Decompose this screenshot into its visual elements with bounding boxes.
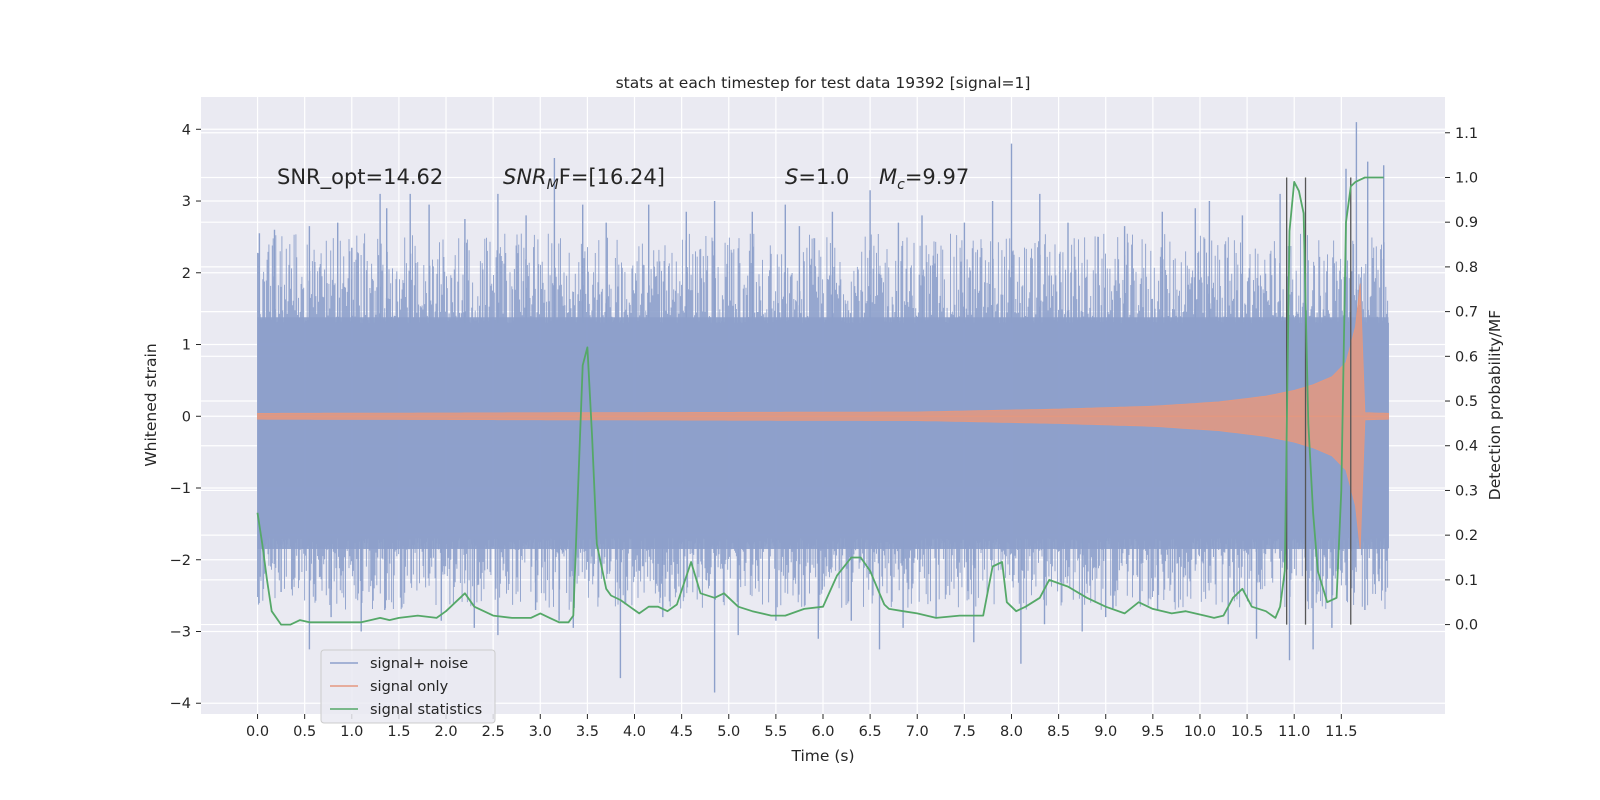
y2-tick-label: 0.4 bbox=[1455, 439, 1478, 455]
y2-tick-label: 1.1 bbox=[1455, 126, 1478, 142]
y2-tick-label: 0.5 bbox=[1455, 394, 1478, 410]
y2-tick-label: 1.0 bbox=[1455, 170, 1478, 186]
x-tick-label: 9.0 bbox=[1094, 724, 1117, 740]
y-tick-label: −4 bbox=[170, 696, 191, 712]
snr-mf-value: F=[16.24] bbox=[559, 165, 665, 189]
x-tick-label: 7.5 bbox=[953, 724, 976, 740]
x-tick-label: 4.0 bbox=[623, 724, 646, 740]
x-tick-label: 10.0 bbox=[1184, 724, 1216, 740]
y2-tick-label: 0.7 bbox=[1455, 305, 1478, 321]
noise-spikes bbox=[258, 122, 1385, 693]
y-axis-ticks: 4 3 2 1 0 −1 −2 −3 −4 bbox=[170, 122, 201, 712]
chart-title: stats at each timestep for test data 193… bbox=[616, 74, 1031, 92]
y-tick-label: 3 bbox=[182, 194, 191, 210]
y2-tick-label: 0.9 bbox=[1455, 215, 1478, 231]
x-tick-label: 0.0 bbox=[246, 724, 269, 740]
snr-mf-subscript: M bbox=[547, 177, 559, 193]
mc-subscript: c bbox=[897, 177, 905, 193]
y2-tick-label: 0.0 bbox=[1455, 618, 1478, 634]
x-tick-label: 8.0 bbox=[1000, 724, 1023, 740]
legend-label-signal-noise: signal+ noise bbox=[370, 656, 468, 672]
x-tick-label: 0.5 bbox=[293, 724, 316, 740]
x-tick-label: 10.5 bbox=[1231, 724, 1263, 740]
statistics-line bbox=[256, 176, 1384, 626]
s-symbol: S bbox=[785, 165, 798, 189]
x-tick-label: 11.0 bbox=[1278, 724, 1310, 740]
mc-symbol: M bbox=[879, 165, 897, 189]
annotation-snr-opt: SNR_opt=14.62 bbox=[277, 165, 443, 190]
x-tick-label: 4.5 bbox=[670, 724, 693, 740]
mc-value: =9.97 bbox=[905, 165, 969, 189]
annotation-mc: Mc=9.97 bbox=[879, 165, 969, 193]
x-tick-label: 9.5 bbox=[1141, 724, 1164, 740]
x-tick-label: 11.5 bbox=[1325, 724, 1357, 740]
series-signal-statistics bbox=[256, 176, 1384, 626]
annotation-s: S=1.0 bbox=[785, 165, 849, 189]
x-tick-label: 5.0 bbox=[717, 724, 740, 740]
series-signal-only bbox=[257, 283, 1389, 550]
y2-tick-label: 0.1 bbox=[1455, 573, 1478, 589]
x-tick-label: 1.5 bbox=[387, 724, 410, 740]
series-signal-noise bbox=[257, 122, 1389, 693]
y-axis-label: Whitened strain bbox=[142, 343, 160, 466]
x-tick-label: 5.5 bbox=[764, 724, 787, 740]
legend-label-signal-only: signal only bbox=[370, 679, 449, 695]
y2-axis-ticks: 1.1 1.0 0.9 0.8 0.7 0.6 0.5 0.4 0.3 0.2 0.1 0.0 bbox=[1445, 126, 1478, 634]
s-value: =1.0 bbox=[798, 165, 849, 189]
y2-tick-label: 0.8 bbox=[1455, 260, 1478, 276]
legend-box bbox=[320, 649, 496, 724]
annotation-snr-mf: SNRMF=[16.24] bbox=[503, 165, 665, 193]
y2-tick-label: 0.6 bbox=[1455, 349, 1478, 365]
x-tick-label: 2.0 bbox=[434, 724, 457, 740]
y-tick-label: 4 bbox=[182, 122, 191, 138]
x-tick-label: 6.0 bbox=[811, 724, 834, 740]
x-tick-label: 2.5 bbox=[482, 724, 505, 740]
x-tick-label: 3.5 bbox=[576, 724, 599, 740]
snr-mf-symbol: SNR bbox=[503, 165, 547, 189]
x-tick-label: 6.5 bbox=[859, 724, 882, 740]
legend-label-signal-statistics: signal statistics bbox=[370, 702, 482, 718]
x-tick-label: 8.5 bbox=[1047, 724, 1070, 740]
y-tick-label: −2 bbox=[170, 553, 191, 569]
x-tick-label: 3.0 bbox=[529, 724, 552, 740]
x-axis-label: Time (s) bbox=[790, 747, 854, 765]
x-tick-label: 7.0 bbox=[906, 724, 929, 740]
legend: signal+ noise signal only signal statist… bbox=[320, 649, 496, 724]
x-tick-label: 1.0 bbox=[340, 724, 363, 740]
y-tick-label: 0 bbox=[182, 409, 191, 425]
y2-axis-label: Detection probability/MF bbox=[1486, 310, 1504, 501]
y-tick-label: 1 bbox=[182, 338, 191, 354]
y-tick-label: 2 bbox=[182, 266, 191, 282]
y2-tick-label: 0.3 bbox=[1455, 483, 1478, 499]
y-tick-label: −3 bbox=[170, 624, 191, 640]
y-tick-label: −1 bbox=[170, 481, 191, 497]
x-axis-ticks: 0.0 0.5 1.0 1.5 2.0 2.5 3.0 3.5 4.0 4.5 5.0 5.5 6.0 6… bbox=[246, 714, 1357, 740]
y2-tick-label: 0.2 bbox=[1455, 528, 1478, 544]
